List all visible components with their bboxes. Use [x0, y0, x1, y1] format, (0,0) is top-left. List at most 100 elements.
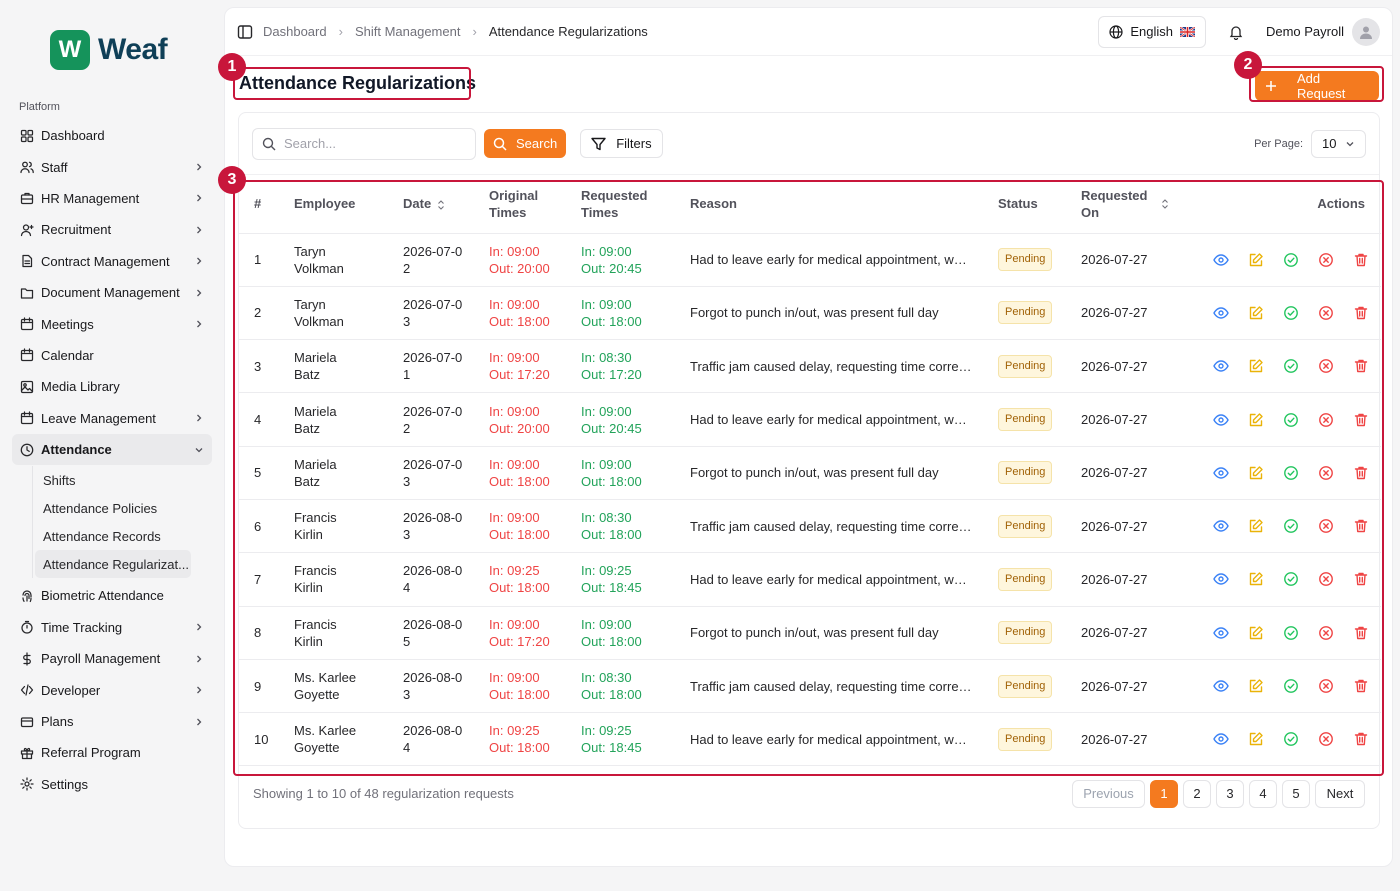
view-button[interactable]: [1213, 625, 1229, 641]
edit-button[interactable]: [1248, 252, 1264, 268]
delete-button[interactable]: [1353, 731, 1369, 747]
approve-button[interactable]: [1283, 305, 1299, 321]
reject-button[interactable]: [1318, 731, 1334, 747]
sidebar-item-hr-management[interactable]: HR Management: [12, 183, 212, 214]
reject-button[interactable]: [1318, 412, 1334, 428]
reject-button[interactable]: [1318, 465, 1334, 481]
edit-button[interactable]: [1248, 678, 1264, 694]
view-button[interactable]: [1213, 252, 1229, 268]
page-button-4[interactable]: 4: [1249, 779, 1277, 808]
cell-employee[interactable]: Mariela Batz: [294, 446, 403, 500]
view-button[interactable]: [1213, 412, 1229, 428]
approve-button[interactable]: [1283, 678, 1299, 694]
sidebar-item-media-library[interactable]: Media Library: [12, 371, 212, 402]
column-header-date[interactable]: Date: [403, 175, 489, 234]
page-button-1[interactable]: 1: [1150, 779, 1178, 808]
submenu-item-shifts[interactable]: Shifts: [43, 472, 76, 488]
per-page-select[interactable]: 10: [1311, 129, 1366, 158]
previous-page-button[interactable]: Previous: [1072, 779, 1145, 808]
page-button-3[interactable]: 3: [1216, 779, 1244, 808]
edit-button[interactable]: [1248, 412, 1264, 428]
edit-button[interactable]: [1248, 625, 1264, 641]
edit-button[interactable]: [1248, 571, 1264, 587]
sidebar-item-biometric-attendance[interactable]: Biometric Attendance: [12, 580, 212, 611]
sidebar-item-plans[interactable]: Plans: [12, 706, 212, 737]
submenu-item-attendance-records[interactable]: Attendance Records: [43, 528, 161, 544]
approve-button[interactable]: [1283, 252, 1299, 268]
sidebar-item-document-management[interactable]: Document Management: [12, 277, 212, 308]
cell-employee[interactable]: Taryn Volkman: [294, 233, 403, 287]
page-button-2[interactable]: 2: [1183, 779, 1211, 808]
approve-button[interactable]: [1283, 358, 1299, 374]
sidebar-item-leave-management[interactable]: Leave Management: [12, 403, 212, 434]
cell-employee[interactable]: Ms. Karlee Goyette: [294, 659, 403, 714]
brand-logo[interactable]: W Weaf: [50, 30, 168, 70]
column-header-requested-on[interactable]: Requested On: [1081, 175, 1196, 234]
reject-button[interactable]: [1318, 678, 1334, 694]
reject-button[interactable]: [1318, 358, 1334, 374]
approve-button[interactable]: [1283, 625, 1299, 641]
submenu-item-attendance-regularizat[interactable]: Attendance Regularizat...: [35, 550, 191, 579]
reject-button[interactable]: [1318, 518, 1334, 534]
filters-button[interactable]: Filters: [580, 129, 663, 158]
sidebar-item-recruitment[interactable]: Recruitment: [12, 214, 212, 245]
view-button[interactable]: [1213, 465, 1229, 481]
approve-button[interactable]: [1283, 412, 1299, 428]
edit-button[interactable]: [1248, 518, 1264, 534]
sidebar-item-time-tracking[interactable]: Time Tracking: [12, 612, 212, 643]
bell-icon[interactable]: [1228, 24, 1244, 40]
cell-employee[interactable]: Ms. Karlee Goyette: [294, 712, 403, 767]
sidebar-item-referral-program[interactable]: Referral Program: [12, 737, 212, 768]
sidebar-toggle-icon[interactable]: [237, 24, 253, 40]
cell-employee[interactable]: Taryn Volkman: [294, 286, 403, 341]
breadcrumb-dashboard[interactable]: Dashboard: [263, 24, 327, 39]
next-page-button[interactable]: Next: [1315, 779, 1365, 808]
view-button[interactable]: [1213, 731, 1229, 747]
edit-button[interactable]: [1248, 358, 1264, 374]
sidebar-item-contract-management[interactable]: Contract Management: [12, 246, 212, 277]
delete-button[interactable]: [1353, 305, 1369, 321]
edit-button[interactable]: [1248, 465, 1264, 481]
sidebar-item-developer[interactable]: Developer: [12, 674, 212, 705]
delete-button[interactable]: [1353, 465, 1369, 481]
sidebar-item-settings[interactable]: Settings: [12, 769, 212, 800]
sidebar-item-staff[interactable]: Staff: [12, 151, 212, 182]
cell-employee[interactable]: Francis Kirlin: [294, 606, 403, 660]
approve-button[interactable]: [1283, 518, 1299, 534]
delete-button[interactable]: [1353, 412, 1369, 428]
language-selector[interactable]: English: [1098, 15, 1206, 48]
reject-button[interactable]: [1318, 252, 1334, 268]
submenu-item-attendance-policies[interactable]: Attendance Policies: [43, 500, 158, 516]
cell-employee[interactable]: Mariela Batz: [294, 339, 403, 394]
approve-button[interactable]: [1283, 731, 1299, 747]
approve-button[interactable]: [1283, 571, 1299, 587]
delete-button[interactable]: [1353, 518, 1369, 534]
sidebar-item-calendar[interactable]: Calendar: [12, 340, 212, 371]
reject-button[interactable]: [1318, 305, 1334, 321]
edit-button[interactable]: [1248, 305, 1264, 321]
sidebar-item-attendance[interactable]: Attendance: [12, 433, 212, 466]
view-button[interactable]: [1213, 518, 1229, 534]
cell-employee[interactable]: Francis Kirlin: [294, 499, 403, 554]
view-button[interactable]: [1213, 678, 1229, 694]
approve-button[interactable]: [1283, 465, 1299, 481]
delete-button[interactable]: [1353, 252, 1369, 268]
sidebar-item-dashboard[interactable]: Dashboard: [12, 120, 212, 151]
view-button[interactable]: [1213, 571, 1229, 587]
cell-employee[interactable]: Francis Kirlin: [294, 552, 403, 607]
search-input[interactable]: Search...: [252, 127, 476, 160]
cell-employee[interactable]: Mariela Batz: [294, 392, 403, 447]
add-request-button[interactable]: Add Request: [1255, 71, 1379, 101]
view-button[interactable]: [1213, 305, 1229, 321]
search-button[interactable]: Search: [484, 129, 567, 158]
sidebar-item-meetings[interactable]: Meetings: [12, 308, 212, 339]
delete-button[interactable]: [1353, 678, 1369, 694]
delete-button[interactable]: [1353, 358, 1369, 374]
user-menu[interactable]: Demo Payroll: [1266, 17, 1380, 46]
page-button-5[interactable]: 5: [1282, 779, 1310, 808]
edit-button[interactable]: [1248, 731, 1264, 747]
reject-button[interactable]: [1318, 571, 1334, 587]
sidebar-item-payroll-management[interactable]: Payroll Management: [12, 643, 212, 674]
delete-button[interactable]: [1353, 625, 1369, 641]
reject-button[interactable]: [1318, 625, 1334, 641]
